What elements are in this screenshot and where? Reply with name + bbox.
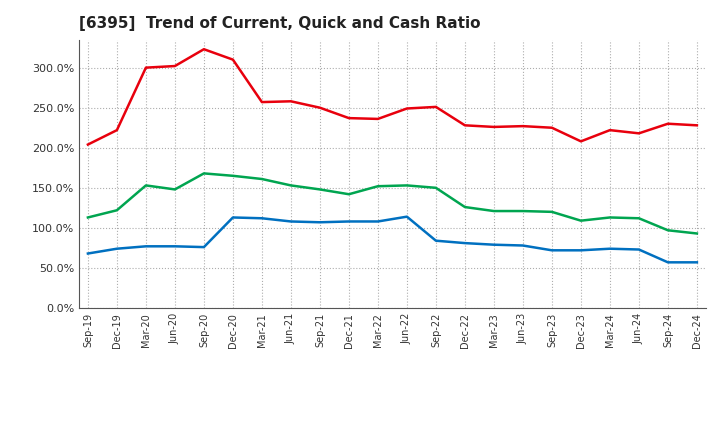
Quick Ratio [374, 183, 382, 189]
Cash Ratio [345, 219, 354, 224]
Quick Ratio [606, 215, 614, 220]
Current Ratio [490, 124, 498, 129]
Quick Ratio [634, 216, 643, 221]
Quick Ratio [490, 209, 498, 214]
Cash Ratio [374, 219, 382, 224]
Current Ratio [431, 104, 440, 110]
Quick Ratio [142, 183, 150, 188]
Cash Ratio [315, 220, 324, 225]
Quick Ratio [693, 231, 701, 236]
Cash Ratio [461, 241, 469, 246]
Quick Ratio [548, 209, 557, 214]
Cash Ratio [693, 260, 701, 265]
Current Ratio [142, 65, 150, 70]
Current Ratio [518, 124, 527, 129]
Cash Ratio [228, 215, 237, 220]
Cash Ratio [634, 247, 643, 252]
Quick Ratio [461, 205, 469, 210]
Current Ratio [84, 142, 92, 147]
Current Ratio [315, 105, 324, 110]
Text: [6395]  Trend of Current, Quick and Cash Ratio: [6395] Trend of Current, Quick and Cash … [79, 16, 481, 32]
Cash Ratio [490, 242, 498, 247]
Quick Ratio [112, 208, 121, 213]
Cash Ratio [287, 219, 295, 224]
Quick Ratio [199, 171, 208, 176]
Quick Ratio [84, 215, 92, 220]
Cash Ratio [258, 216, 266, 221]
Quick Ratio [258, 176, 266, 182]
Cash Ratio [548, 248, 557, 253]
Current Ratio [228, 57, 237, 62]
Current Ratio [345, 115, 354, 121]
Quick Ratio [518, 209, 527, 214]
Current Ratio [693, 123, 701, 128]
Quick Ratio [228, 173, 237, 179]
Line: Current Ratio: Current Ratio [88, 49, 697, 145]
Current Ratio [664, 121, 672, 126]
Cash Ratio [84, 251, 92, 256]
Current Ratio [402, 106, 411, 111]
Cash Ratio [402, 214, 411, 219]
Current Ratio [199, 47, 208, 52]
Current Ratio [577, 139, 585, 144]
Line: Cash Ratio: Cash Ratio [88, 216, 697, 262]
Current Ratio [287, 99, 295, 104]
Quick Ratio [402, 183, 411, 188]
Current Ratio [548, 125, 557, 130]
Current Ratio [171, 63, 179, 69]
Quick Ratio [315, 187, 324, 192]
Quick Ratio [577, 218, 585, 224]
Current Ratio [461, 123, 469, 128]
Cash Ratio [664, 260, 672, 265]
Cash Ratio [199, 245, 208, 250]
Current Ratio [606, 128, 614, 133]
Cash Ratio [577, 248, 585, 253]
Current Ratio [112, 128, 121, 133]
Quick Ratio [171, 187, 179, 192]
Line: Quick Ratio: Quick Ratio [88, 173, 697, 234]
Quick Ratio [287, 183, 295, 188]
Current Ratio [374, 116, 382, 121]
Cash Ratio [606, 246, 614, 251]
Quick Ratio [345, 191, 354, 197]
Current Ratio [634, 131, 643, 136]
Cash Ratio [431, 238, 440, 243]
Cash Ratio [171, 244, 179, 249]
Current Ratio [258, 99, 266, 105]
Cash Ratio [518, 243, 527, 248]
Quick Ratio [431, 185, 440, 191]
Cash Ratio [112, 246, 121, 251]
Cash Ratio [142, 244, 150, 249]
Quick Ratio [664, 227, 672, 233]
